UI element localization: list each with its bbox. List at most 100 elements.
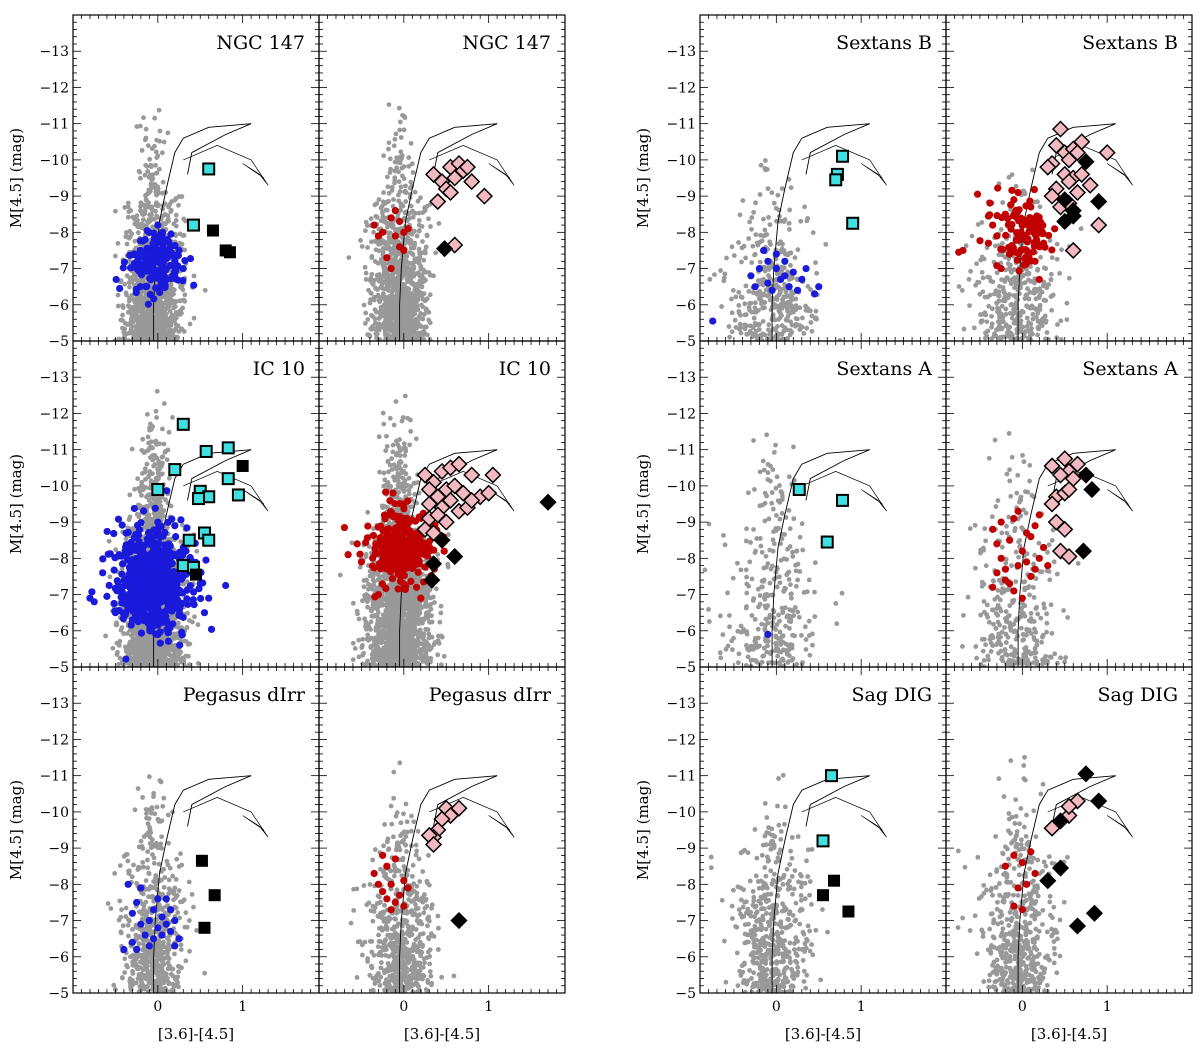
blue-dot (810, 290, 819, 298)
background-star-dot (113, 208, 118, 214)
background-star-dot (182, 292, 188, 298)
background-star-dot (996, 312, 1002, 317)
background-star-dot (407, 276, 413, 281)
panel-ic-10-0: IC 10−5−6−7−8−9−10−11−12−13M[4.5] (mag) (7, 340, 320, 676)
background-star-dot (985, 274, 991, 280)
y-tick-label: −9 (675, 189, 696, 205)
background-star-dot (1028, 278, 1034, 284)
background-star-dot (736, 240, 741, 245)
y-tick-label: −6 (675, 298, 696, 314)
background-star-dot (385, 287, 391, 293)
background-star-dot (156, 107, 162, 113)
red-dot (994, 184, 1002, 192)
background-star-dot (387, 156, 393, 162)
y-tick-label: −8 (675, 225, 696, 241)
background-star-dot (393, 321, 399, 327)
background-star-dot (172, 197, 178, 203)
background-star-dot (762, 300, 768, 305)
plot-area (346, 102, 515, 341)
background-star-dot (961, 326, 967, 332)
red-dot (1021, 245, 1030, 254)
red-dot (998, 214, 1006, 222)
black-square (206, 224, 219, 237)
background-star-dot (145, 143, 151, 149)
background-star-dot (813, 308, 819, 314)
blue-dot (150, 295, 158, 303)
background-star-dot (764, 232, 770, 237)
series-blue-dots (709, 246, 823, 325)
background-star-dot (975, 279, 980, 285)
background-star-dot (127, 275, 133, 281)
panel-ngc-147-0: NGC 147 −5 −6 −7 −8 −9 −10 −11 −12 −13 M[4.5] (mag… (7, 14, 320, 350)
background-star-dot (409, 318, 415, 323)
background-star-dot (143, 126, 149, 132)
background-star-dot (124, 292, 129, 298)
background-star-dot (770, 326, 776, 332)
background-star-dot (409, 161, 415, 167)
red-dot (986, 211, 994, 219)
background-star-dot (986, 303, 992, 309)
background-star-dot (971, 325, 977, 331)
panel-ngc-147-1: NGC 147 (318, 14, 566, 342)
background-star-dot (416, 218, 422, 223)
background-star-dot (1024, 315, 1030, 321)
blue-dot (179, 264, 187, 273)
y-tick-label: −5 (675, 334, 696, 350)
pink-diamond (1060, 173, 1078, 191)
background-star-dot (161, 508, 167, 513)
cyan-square (186, 218, 200, 232)
background-star-dot (773, 205, 779, 211)
background-star-dot (139, 300, 145, 306)
background-star-dot (131, 271, 137, 277)
background-star-dot (1034, 315, 1039, 320)
background-star-dot (381, 294, 387, 300)
background-star-dot (1003, 311, 1009, 317)
background-star-dot (1007, 310, 1013, 316)
background-star-dot (146, 200, 151, 206)
background-star-dot (403, 183, 408, 189)
background-star-dot (801, 330, 807, 336)
panel-title: Sextans B (1082, 32, 1178, 54)
background-star-dot (426, 216, 431, 222)
blue-dot (161, 283, 169, 292)
background-star-dot (769, 190, 775, 196)
background-star-dot (996, 298, 1002, 304)
black-diamond (1056, 191, 1074, 209)
background-star-dot (956, 284, 962, 289)
background-star-dot (423, 244, 429, 250)
background-star-dot (436, 221, 442, 226)
pink-diamond (463, 173, 481, 191)
background-star-dot (401, 292, 407, 298)
background-star-dot (989, 313, 995, 319)
background-star-dot (397, 160, 403, 166)
background-star-dot (153, 162, 158, 168)
background-star-dot (1025, 335, 1031, 341)
y-axis-label: M[4.5] (mag) (634, 128, 652, 228)
background-star-dot (171, 336, 177, 341)
background-star-dot (400, 112, 405, 118)
series-black-diamonds (435, 240, 454, 258)
background-star-dot (408, 179, 414, 185)
background-star-dot (966, 276, 972, 282)
background-star-dot (414, 259, 420, 264)
red-dot (1008, 186, 1016, 194)
background-star-dot (787, 207, 793, 213)
background-star-dot (730, 287, 736, 293)
background-star-dot (410, 170, 416, 175)
background-star-dot (1037, 320, 1043, 326)
background-star-dot (1033, 307, 1039, 312)
black-diamond (1064, 207, 1082, 225)
background-star-dot (129, 446, 135, 452)
background-star-dot (963, 243, 969, 249)
background-star-dot (378, 257, 384, 262)
background-star-dot (417, 293, 422, 299)
background-star-dot (120, 312, 125, 318)
blue-dot (163, 236, 171, 244)
background-star-dot (729, 310, 735, 316)
background-star-dot (808, 287, 814, 292)
red-dot (984, 239, 993, 247)
background-star-dot (365, 317, 371, 322)
background-star-dot (406, 163, 412, 169)
background-star-dot (783, 289, 789, 295)
background-star-dot (421, 257, 427, 263)
